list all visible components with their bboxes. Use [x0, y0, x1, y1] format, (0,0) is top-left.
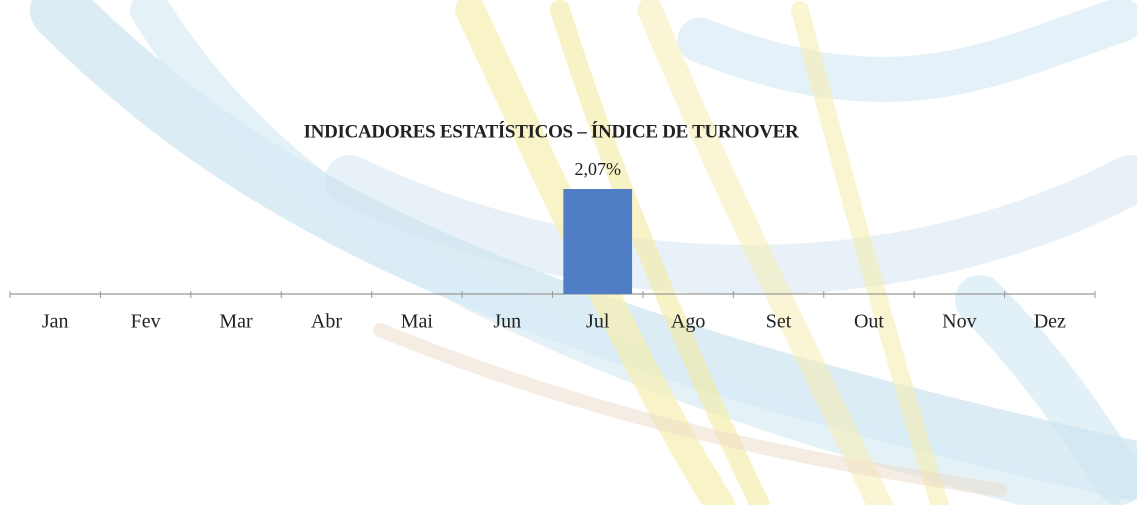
chart-title: INDICADORES ESTATÍSTICOS – ÍNDICE DE TUR… — [304, 120, 799, 142]
x-tick-label: Set — [766, 311, 792, 333]
x-tick-label: Mar — [219, 311, 253, 333]
x-tick-label: Jun — [493, 311, 521, 333]
x-tick-label: Dez — [1034, 311, 1066, 333]
bar — [563, 189, 632, 294]
x-tick-label: Jul — [586, 311, 610, 333]
x-tick-label: Ago — [671, 311, 705, 333]
x-tick-label: Out — [854, 311, 884, 333]
x-tick-label: Mai — [401, 311, 434, 333]
x-tick-label: Jan — [42, 311, 69, 333]
x-tick-label: Fev — [131, 311, 161, 333]
value-label: 2,07% — [574, 159, 621, 179]
x-tick-label: Nov — [942, 311, 976, 333]
page: INDICADORES ESTATÍSTICOS – ÍNDICE DE TUR… — [0, 0, 1137, 505]
x-tick-label: Abr — [311, 311, 342, 333]
chart: INDICADORES ESTATÍSTICOS – ÍNDICE DE TUR… — [0, 0, 1137, 505]
